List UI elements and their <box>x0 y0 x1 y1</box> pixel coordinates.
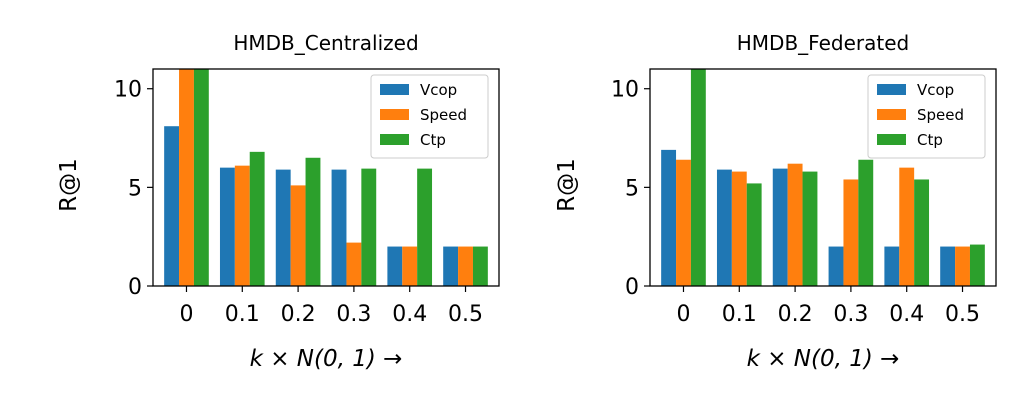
bar-vcop-0.4 <box>884 246 900 286</box>
bar-speed-0.3 <box>843 179 859 286</box>
x-tick-label: 0.4 <box>392 302 427 327</box>
legend-swatch-speed <box>877 109 906 120</box>
bar-vcop-0.3 <box>331 169 347 286</box>
bar-ctp-0.3 <box>361 168 377 286</box>
bar-speed-0.3 <box>346 242 362 286</box>
bar-ctp-0.3 <box>858 159 874 286</box>
chart-title: HMDB_Federated <box>737 31 909 55</box>
bar-group <box>164 69 488 287</box>
legend-swatch-ctp <box>380 134 409 145</box>
legend-label-vcop: Vcop <box>917 81 954 99</box>
legend-swatch-speed <box>380 109 409 120</box>
bar-ctp-0.2 <box>305 157 321 286</box>
bar-ctp-0.5 <box>969 244 985 286</box>
x-tick-label: 0.3 <box>336 302 371 327</box>
bar-speed-0 <box>676 159 691 286</box>
bar-speed-0.2 <box>290 185 306 286</box>
bar-vcop-0.3 <box>828 246 844 286</box>
bar-vcop-0 <box>164 126 180 287</box>
legend: Vcop Speed Ctp <box>370 74 489 159</box>
chart-title: HMDB_Centralized <box>233 31 418 55</box>
y-axis-label: R@1 <box>56 158 82 212</box>
x-tick-label: 0.4 <box>889 302 924 327</box>
legend-label-vcop: Vcop <box>420 81 457 99</box>
bar-vcop-0.4 <box>387 246 403 286</box>
legend-swatch-vcop <box>877 84 906 95</box>
bar-ctp-0.1 <box>746 183 762 286</box>
bar-speed-0.4 <box>402 246 418 286</box>
bar-speed-0.1 <box>234 165 250 286</box>
legend-label-ctp: Ctp <box>420 131 446 149</box>
bar-vcop-0.5 <box>940 246 956 286</box>
legend: Vcop Speed Ctp <box>867 74 986 159</box>
bar-vcop-0.1 <box>219 167 235 286</box>
y-tick-label: 0 <box>128 275 142 300</box>
x-tick-label: 0.5 <box>448 302 483 327</box>
bar-speed-0.4 <box>899 167 915 286</box>
y-tick-label: 5 <box>625 176 639 201</box>
bar-speed-0.1 <box>731 171 747 286</box>
bar-ctp-0.2 <box>802 171 818 286</box>
x-axis-ticks: 0 0.1 0.2 0.3 0.4 0.5 <box>179 286 483 327</box>
axes-frame <box>649 68 997 287</box>
chart-panel-federated: HMDB_Federated R@1 k × N(0, 1) → 0 0.1 0.2… <box>554 31 997 372</box>
bar-ctp-0.4 <box>914 179 930 286</box>
legend-label-speed: Speed <box>917 106 964 124</box>
y-tick-label: 0 <box>625 275 639 300</box>
y-axis-ticks: 0 5 10 <box>114 78 153 300</box>
bar-vcop-0.1 <box>716 169 732 286</box>
x-tick-label: 0 <box>676 302 690 327</box>
bar-vcop-0.2 <box>275 169 291 286</box>
x-tick-label: 0.2 <box>281 302 316 327</box>
x-tick-label: 0 <box>179 302 193 327</box>
x-tick-label: 0.3 <box>833 302 868 327</box>
chart-panel-centralized: HMDB_Centralized R@1 k × N(0, 1) → 0 0.1 0… <box>56 31 500 372</box>
y-tick-label: 10 <box>114 78 142 103</box>
bar-ctp-0 <box>690 69 706 286</box>
bar-speed-0.2 <box>787 163 803 286</box>
x-tick-label: 0.5 <box>945 302 980 327</box>
y-tick-label: 5 <box>128 176 142 201</box>
legend-swatch-vcop <box>380 84 409 95</box>
bar-ctp-0 <box>193 69 209 286</box>
bar-ctp-0.1 <box>249 151 265 286</box>
bar-ctp-0.5 <box>472 246 488 286</box>
x-tick-label: 0.1 <box>225 302 260 327</box>
bar-speed-0 <box>179 69 194 286</box>
bar-speed-0.5 <box>458 246 473 286</box>
y-axis-label: R@1 <box>554 158 580 212</box>
x-axis-ticks: 0 0.1 0.2 0.3 0.4 0.5 <box>676 286 980 327</box>
bar-speed-0.5 <box>955 246 970 286</box>
bar-group <box>661 69 985 286</box>
y-axis-ticks: 0 5 10 <box>611 78 650 300</box>
axes-frame <box>152 68 500 287</box>
bar-vcop-0.5 <box>443 246 459 286</box>
bar-vcop-0 <box>661 149 677 286</box>
y-tick-label: 10 <box>611 78 639 103</box>
legend-swatch-ctp <box>877 134 906 145</box>
legend-label-ctp: Ctp <box>917 131 943 149</box>
x-tick-label: 0.2 <box>778 302 813 327</box>
x-axis-label: k × N(0, 1) → <box>250 346 403 372</box>
bar-ctp-0.4 <box>417 168 433 286</box>
x-tick-label: 0.1 <box>722 302 757 327</box>
bar-vcop-0.2 <box>772 168 788 286</box>
legend-label-speed: Speed <box>420 106 467 124</box>
x-axis-label: k × N(0, 1) → <box>747 346 900 372</box>
